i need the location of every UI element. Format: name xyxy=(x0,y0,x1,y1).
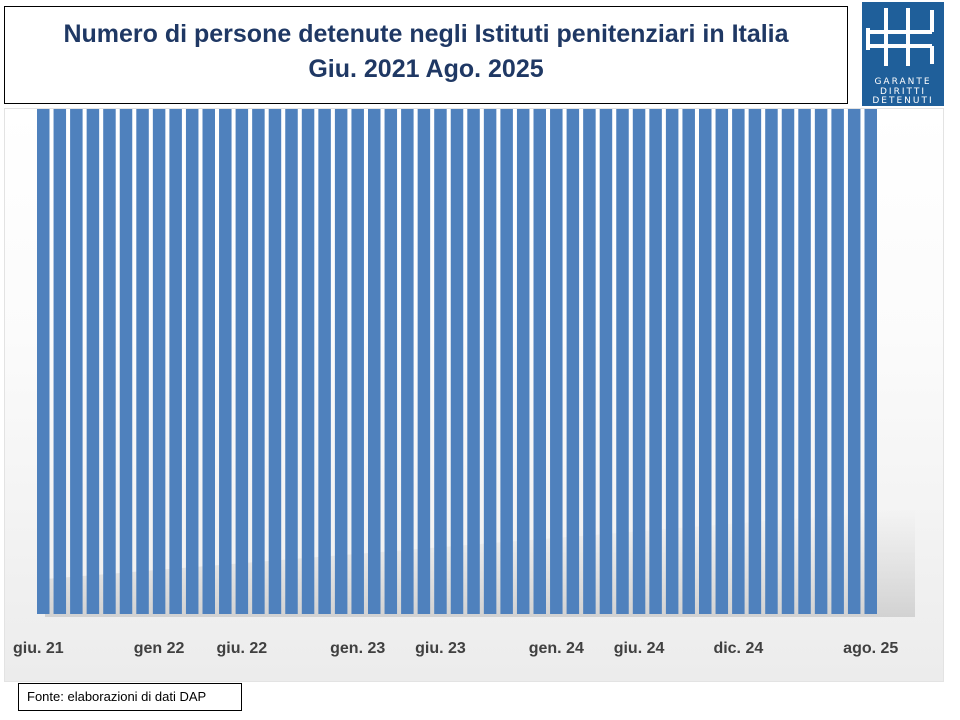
bar-giu-24 xyxy=(632,109,646,614)
bar-nov-21 xyxy=(119,109,133,614)
bar-ott-23 xyxy=(500,109,513,614)
bar-nov-23 xyxy=(516,109,530,614)
bar-mag-24 xyxy=(616,109,629,614)
bar-ago-25 xyxy=(864,109,877,614)
bar-nov-22 xyxy=(318,109,331,614)
garante-logo: GARANTE DIRITTI DETENUTI xyxy=(862,2,944,106)
source-note: Fonte: elaborazioni di dati DAP xyxy=(18,683,242,711)
chart-title-box: Numero di persone detenute negli Istitut… xyxy=(4,6,848,104)
x-tick-label: giu. 21 xyxy=(13,640,64,657)
bar-apr-24 xyxy=(599,109,613,614)
bar-lug-22 xyxy=(252,109,265,614)
bar-dic-23 xyxy=(533,109,546,614)
bar-mar-23 xyxy=(384,109,398,614)
bar-chart: 53.63754.37254.84156.12757.52560.63761.1… xyxy=(13,109,915,657)
x-tick-label: gen 22 xyxy=(134,640,185,657)
bar-gen-25 xyxy=(748,109,762,614)
bar-dic-22 xyxy=(334,109,348,614)
bar-set-24 xyxy=(682,109,695,614)
x-tick-label: giu. 23 xyxy=(415,640,466,657)
x-tick-label: gen. 23 xyxy=(330,640,385,657)
bar-ago-23 xyxy=(467,109,480,614)
bar-apr-23 xyxy=(401,109,414,614)
bar-gen-22 xyxy=(152,109,166,614)
bar-giu-21 xyxy=(37,109,50,614)
bar-feb-22 xyxy=(169,109,182,614)
chart-area: 53.63754.37254.84156.12757.52560.63761.1… xyxy=(4,108,944,682)
logo-line-3: DETENUTI xyxy=(872,96,934,106)
x-tick-label: giu. 24 xyxy=(614,640,665,657)
bar-nov-24 xyxy=(715,109,729,614)
bar-giu-23 xyxy=(434,109,447,614)
bar-mar-22 xyxy=(185,109,199,614)
bar-feb-25 xyxy=(765,109,778,614)
chart-subtitle: Giu. 2021 Ago. 2025 xyxy=(308,55,544,83)
bar-ott-21 xyxy=(103,109,116,614)
bar-mag-25 xyxy=(814,109,828,614)
bar-mar-24 xyxy=(583,109,596,614)
bar-dic-24 xyxy=(732,109,745,614)
x-tick-label: ago. 25 xyxy=(843,640,898,657)
x-tick-label: giu. 22 xyxy=(217,640,268,657)
bar-giu-22 xyxy=(235,109,249,614)
bar-ago-22 xyxy=(268,109,282,614)
logo-line-2: DIRITTI xyxy=(880,86,926,97)
chart-title: Numero di persone detenute negli Istitut… xyxy=(63,20,789,48)
x-tick-label: gen. 24 xyxy=(529,640,584,657)
bar-set-21 xyxy=(86,109,100,614)
bar-ago-24 xyxy=(665,109,679,614)
bar-set-22 xyxy=(285,109,298,614)
x-tick-label: dic. 24 xyxy=(713,640,763,657)
logo-text: GARANTE DIRITTI DETENUTI xyxy=(862,77,944,107)
bar-ott-24 xyxy=(699,109,712,614)
bar-mar-25 xyxy=(781,109,795,614)
bar-feb-23 xyxy=(368,109,381,614)
bar-ott-22 xyxy=(301,109,315,614)
bar-lug-21 xyxy=(53,109,67,614)
bar-apr-22 xyxy=(202,109,215,614)
bar-apr-25 xyxy=(798,109,811,614)
bar-mag-22 xyxy=(219,109,232,614)
bar-dic-21 xyxy=(136,109,149,614)
bar-lug-25 xyxy=(847,109,861,614)
bar-ago-21 xyxy=(70,109,83,614)
bar-lug-24 xyxy=(649,109,662,614)
bar-feb-24 xyxy=(566,109,580,614)
logo-line-1: GARANTE xyxy=(874,77,932,87)
bar-set-23 xyxy=(483,109,497,614)
bar-mag-23 xyxy=(417,109,431,614)
bar-gen-23 xyxy=(351,109,364,614)
bar-lug-23 xyxy=(450,109,464,614)
grid-logo-icon xyxy=(866,8,934,66)
bar-giu-25 xyxy=(831,109,844,614)
bar-gen-24 xyxy=(550,109,563,614)
